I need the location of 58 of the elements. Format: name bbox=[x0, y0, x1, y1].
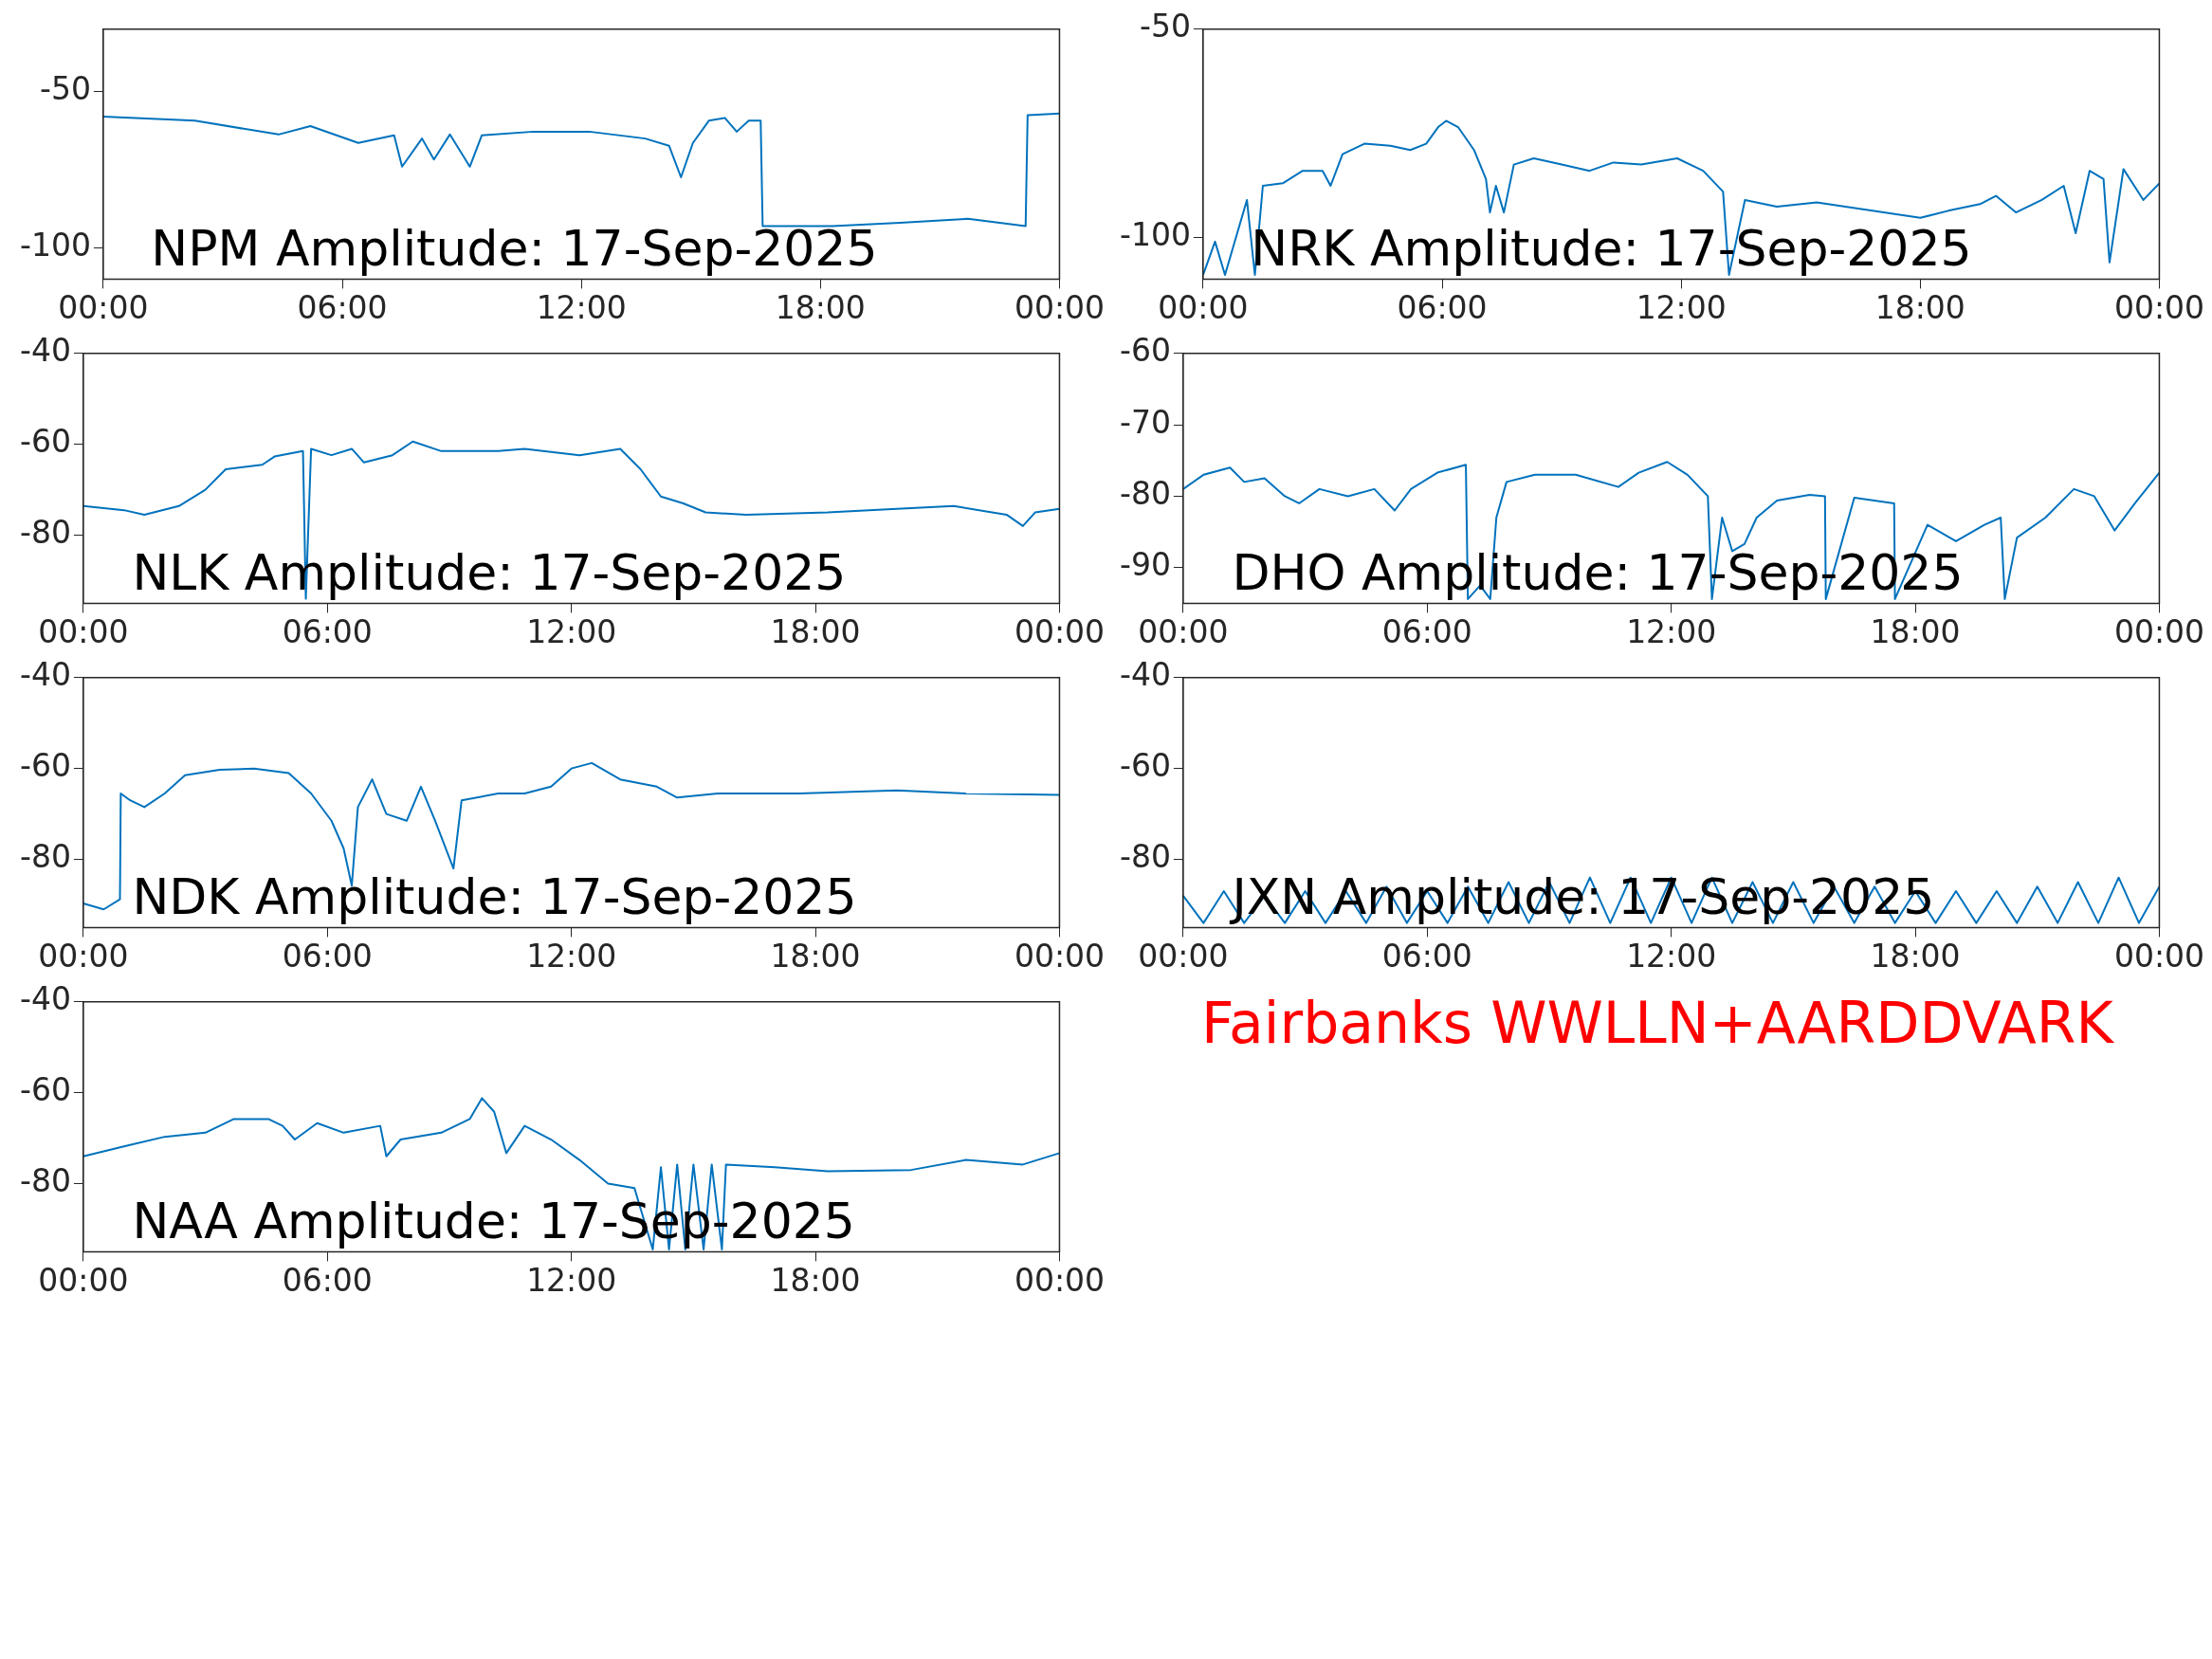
x-tick-label: 00:00 bbox=[1138, 937, 1229, 975]
x-tick-label: 12:00 bbox=[526, 937, 617, 975]
y-tick-label: -60 bbox=[19, 747, 71, 785]
y-tick-label: -50 bbox=[1139, 8, 1191, 46]
x-tick-label: 18:00 bbox=[1874, 288, 1965, 326]
x-tick-label: 12:00 bbox=[1626, 937, 1717, 975]
text: NDK Amplitude: 17-Sep-2025 bbox=[132, 867, 857, 925]
y-tick-label: -40 bbox=[19, 332, 71, 370]
x-tick-label: 00:00 bbox=[38, 937, 129, 975]
y-tick-label: -90 bbox=[1119, 546, 1171, 584]
x-tick-label: 06:00 bbox=[1381, 612, 1472, 650]
x-tick-label: 06:00 bbox=[297, 288, 388, 326]
x-tick-label: 00:00 bbox=[1158, 288, 1249, 326]
x-tick-label: 00:00 bbox=[1014, 1261, 1105, 1299]
text: NPM Amplitude: 17-Sep-2025 bbox=[151, 219, 878, 277]
y-tick-label: -80 bbox=[19, 514, 71, 552]
x-tick-label: 00:00 bbox=[38, 612, 129, 650]
x-tick-label: 18:00 bbox=[775, 288, 866, 326]
y-tick-label: -80 bbox=[1119, 838, 1171, 876]
x-tick-label: 00:00 bbox=[38, 1261, 129, 1299]
y-tick-label: -100 bbox=[19, 227, 91, 264]
x-tick-label: 18:00 bbox=[770, 937, 861, 975]
x-tick-label: 18:00 bbox=[1870, 612, 1961, 650]
x-tick-label: 18:00 bbox=[770, 1261, 861, 1299]
text: Fairbanks WWLLN+AARDDVARK bbox=[1200, 990, 2115, 1056]
x-tick-label: 12:00 bbox=[526, 1261, 617, 1299]
x-tick-label: 18:00 bbox=[770, 612, 861, 650]
y-tick-label: -50 bbox=[39, 70, 91, 108]
x-tick-label: 06:00 bbox=[282, 937, 373, 975]
y-tick-label: -60 bbox=[1119, 332, 1171, 370]
y-tick-label: -40 bbox=[19, 656, 71, 694]
y-tick-label: -80 bbox=[1119, 475, 1171, 513]
x-tick-label: 12:00 bbox=[1626, 612, 1717, 650]
x-tick-label: 06:00 bbox=[282, 1261, 373, 1299]
x-tick-label: 12:00 bbox=[536, 288, 627, 326]
y-tick-label: -60 bbox=[19, 423, 71, 461]
y-tick-label: -100 bbox=[1119, 216, 1191, 254]
x-tick-label: 18:00 bbox=[1870, 937, 1961, 975]
y-tick-label: -40 bbox=[19, 980, 71, 1018]
x-tick-label: 00:00 bbox=[1014, 937, 1105, 975]
x-tick-label: 12:00 bbox=[1636, 288, 1727, 326]
x-tick-label: 12:00 bbox=[526, 612, 617, 650]
y-tick-label: -80 bbox=[19, 1162, 71, 1200]
x-tick-label: 06:00 bbox=[282, 612, 373, 650]
x-tick-label: 00:00 bbox=[1014, 612, 1105, 650]
y-tick-label: -80 bbox=[19, 838, 71, 876]
y-tick-label: -70 bbox=[1119, 403, 1171, 441]
y-tick-label: -60 bbox=[19, 1071, 71, 1109]
x-tick-label: 00:00 bbox=[1138, 612, 1229, 650]
y-tick-label: -60 bbox=[1119, 747, 1171, 785]
x-tick-label: 00:00 bbox=[2113, 612, 2204, 650]
x-tick-label: 00:00 bbox=[2113, 288, 2204, 326]
y-tick-label: -40 bbox=[1119, 656, 1171, 694]
x-tick-label: 00:00 bbox=[1014, 288, 1105, 326]
x-tick-label: 06:00 bbox=[1381, 937, 1472, 975]
x-tick-label: 00:00 bbox=[58, 288, 149, 326]
x-tick-label: 00:00 bbox=[2113, 937, 2204, 975]
x-tick-label: 06:00 bbox=[1397, 288, 1488, 326]
